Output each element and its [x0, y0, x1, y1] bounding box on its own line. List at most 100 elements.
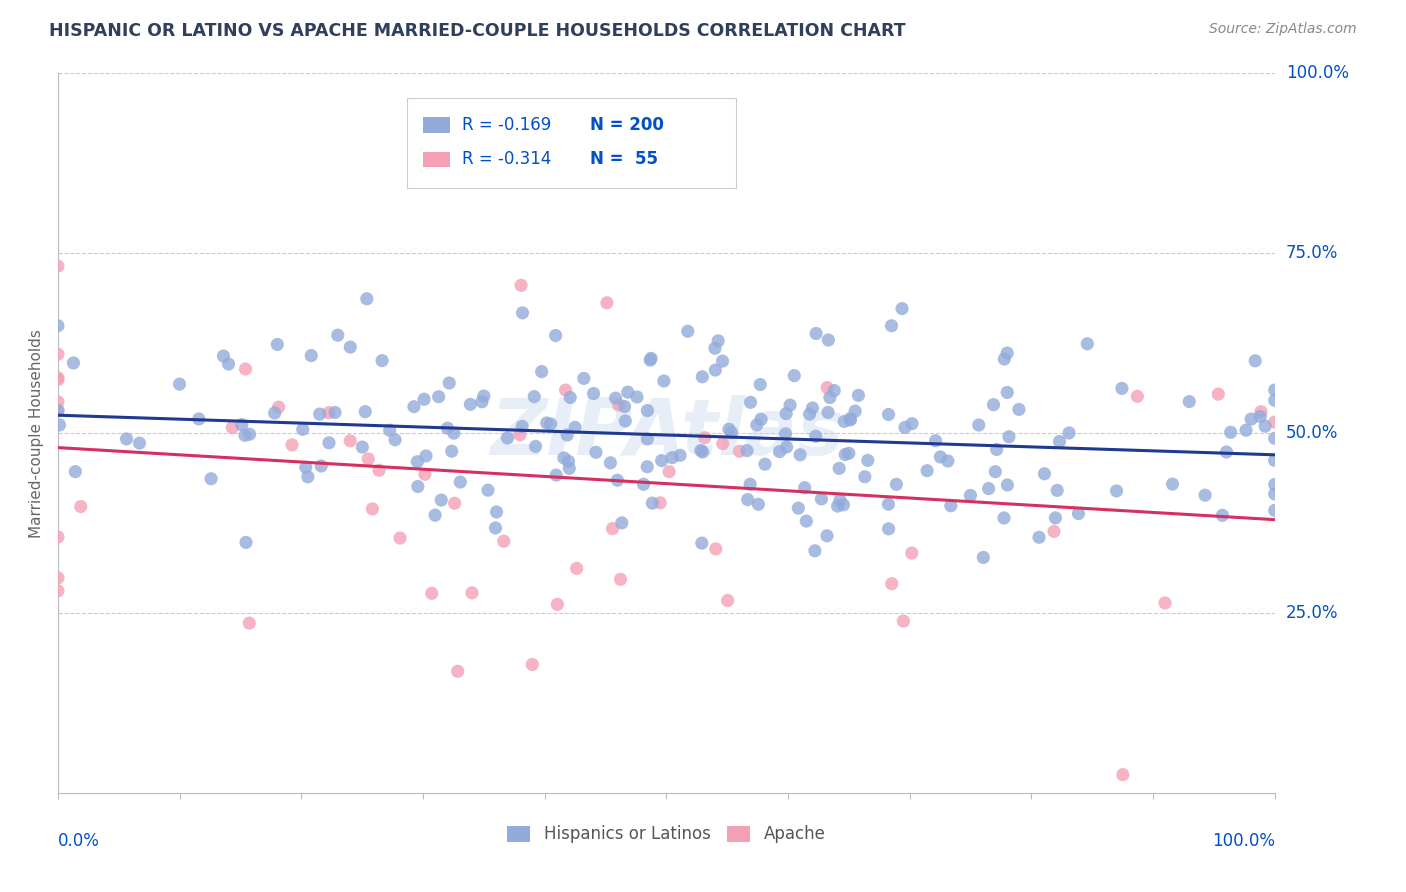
Point — [69, 500, 91, 514]
Point — [554, 383, 576, 397]
Point — [754, 457, 776, 471]
Point — [799, 407, 821, 421]
Point — [357, 451, 380, 466]
Point — [993, 352, 1015, 367]
Point — [877, 408, 900, 422]
Point — [540, 417, 562, 431]
FancyBboxPatch shape — [408, 98, 735, 188]
FancyBboxPatch shape — [423, 152, 450, 168]
Point — [717, 593, 740, 607]
Point — [775, 407, 797, 421]
Point — [676, 324, 699, 338]
Point — [291, 422, 314, 436]
Point — [354, 405, 377, 419]
Point — [886, 477, 908, 491]
Point — [880, 318, 903, 333]
Point — [1244, 353, 1267, 368]
Point — [546, 598, 568, 612]
Point — [1206, 387, 1229, 401]
Point — [607, 398, 630, 412]
Point — [853, 470, 876, 484]
Point — [484, 521, 506, 535]
Point — [880, 576, 903, 591]
Point — [389, 531, 412, 545]
Point — [1264, 487, 1286, 501]
Point — [356, 292, 378, 306]
Text: 100.0%: 100.0% — [1212, 832, 1275, 850]
Point — [617, 385, 640, 400]
Point — [891, 301, 914, 316]
Point — [546, 468, 568, 483]
Point — [690, 536, 713, 550]
Point — [804, 543, 827, 558]
Point — [65, 465, 87, 479]
Point — [318, 406, 340, 420]
Point — [1264, 383, 1286, 397]
Point — [737, 492, 759, 507]
Point — [596, 295, 619, 310]
Point — [299, 349, 322, 363]
Point — [986, 442, 1008, 457]
Point — [818, 391, 841, 405]
Point — [894, 420, 917, 434]
Point — [995, 385, 1018, 400]
Point — [530, 365, 553, 379]
Point — [510, 278, 533, 293]
Text: N = 200: N = 200 — [589, 116, 664, 134]
Point — [1154, 596, 1177, 610]
Point — [239, 427, 262, 442]
Point — [711, 436, 734, 450]
Point — [817, 333, 839, 347]
Point — [609, 572, 631, 586]
Point — [936, 454, 959, 468]
Point — [1264, 393, 1286, 408]
Point — [510, 419, 533, 434]
Point — [235, 362, 257, 376]
Point — [939, 499, 962, 513]
Point — [449, 475, 471, 489]
Point — [834, 448, 856, 462]
Point — [235, 535, 257, 549]
Point — [669, 448, 692, 462]
Point — [415, 449, 437, 463]
Point — [471, 394, 494, 409]
Point — [815, 381, 838, 395]
Point — [582, 386, 605, 401]
Point — [720, 425, 742, 440]
Point — [1126, 389, 1149, 403]
Point — [1215, 445, 1237, 459]
Point — [1008, 402, 1031, 417]
Point — [46, 403, 69, 417]
Point — [294, 460, 316, 475]
Point — [641, 496, 664, 510]
Point — [46, 371, 69, 385]
Point — [187, 412, 209, 426]
Point — [472, 389, 495, 403]
Point — [633, 477, 655, 491]
Point — [402, 400, 425, 414]
Point — [339, 340, 361, 354]
Point — [636, 432, 658, 446]
Point — [46, 347, 69, 361]
Point — [793, 481, 815, 495]
Point — [745, 417, 768, 432]
Point — [572, 371, 595, 385]
Point — [838, 446, 860, 460]
Point — [651, 453, 673, 467]
Point — [1264, 503, 1286, 517]
Point — [1264, 477, 1286, 491]
Point — [326, 328, 349, 343]
Point — [893, 614, 915, 628]
Point — [406, 455, 429, 469]
Point — [995, 346, 1018, 360]
Point — [1194, 488, 1216, 502]
Point — [967, 417, 990, 432]
Point — [485, 505, 508, 519]
Point — [443, 496, 465, 510]
Point — [977, 482, 1000, 496]
Point — [318, 435, 340, 450]
Point — [492, 534, 515, 549]
Text: 75.0%: 75.0% — [1286, 244, 1339, 262]
Point — [46, 259, 69, 273]
Point — [602, 522, 624, 536]
